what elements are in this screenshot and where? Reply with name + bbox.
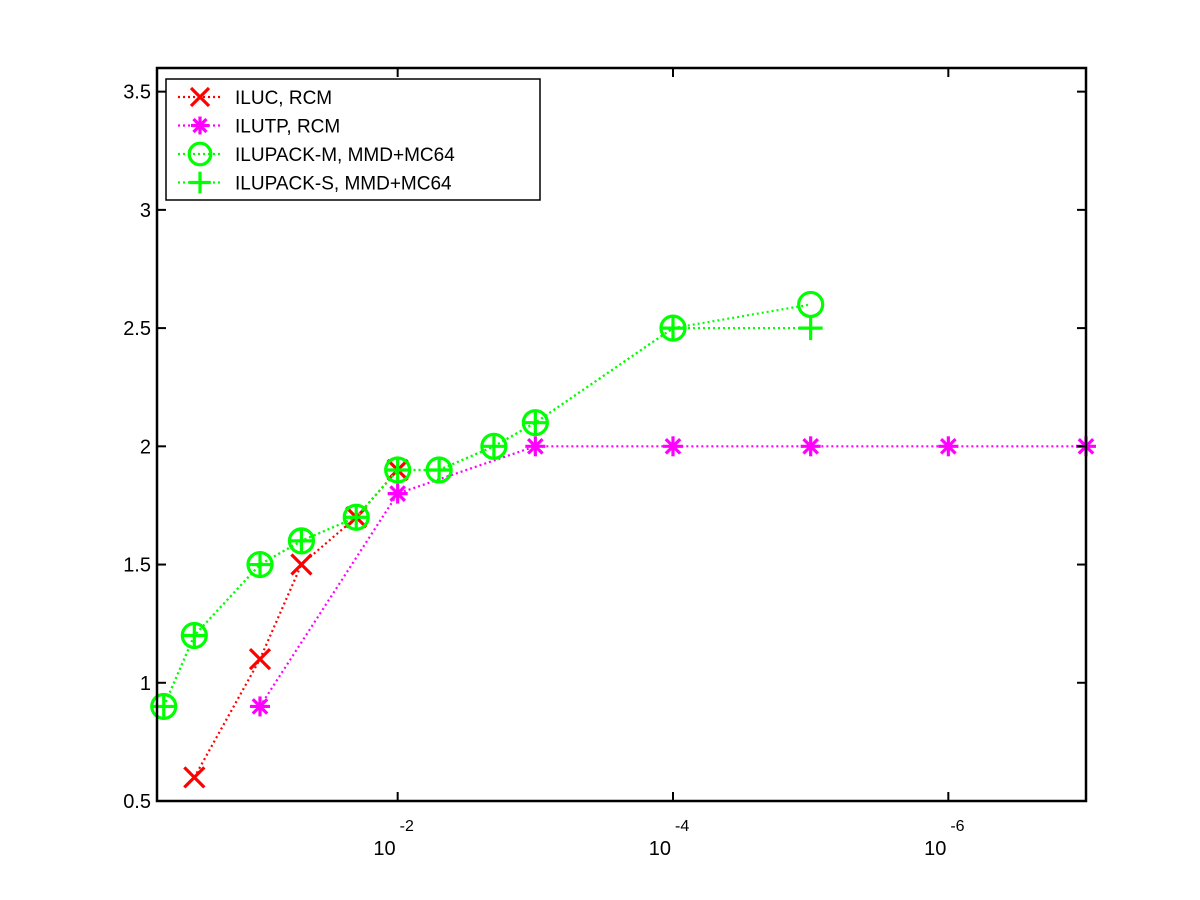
- series-4-point: [481, 434, 506, 459]
- legend-marker-4: [189, 171, 211, 194]
- legend-label-3: ILUPACK-M, MMD+MC64: [235, 145, 455, 166]
- x-tick-label-base: 10: [924, 838, 946, 860]
- legend-marker-3: [187, 141, 213, 167]
- x-tick-label-base: 10: [649, 838, 671, 860]
- series-2-point: [800, 436, 821, 457]
- y-tick-label: 3: [140, 200, 151, 222]
- legend: ILUC, RCM ILUTP, RCM ILUPACK-M, MMD+MC64 IL…: [165, 78, 541, 201]
- y-tick-label: 3.5: [123, 82, 151, 104]
- series-4-point: [344, 505, 369, 530]
- series-4-point: [248, 552, 273, 577]
- series-2-point: [663, 436, 684, 457]
- series-1-point: [290, 553, 313, 576]
- x-tick-label-exponent: -4: [675, 818, 689, 835]
- legend-label-4: ILUPACK-S, MMD+MC64: [235, 174, 452, 195]
- series-4-point: [798, 316, 823, 341]
- series-4-point: [661, 316, 686, 341]
- series-1-point: [183, 766, 206, 789]
- x-tick-label-exponent: -6: [950, 818, 964, 835]
- legend-box: [165, 78, 541, 201]
- legend-label-2: ILUTP, RCM: [235, 117, 340, 138]
- series-line-4: [162, 327, 811, 707]
- ticks-layer: 0.511.522.533.510-210-410-6: [123, 68, 1086, 860]
- legend-label-1: ILUC, RCM: [235, 88, 332, 109]
- series-1-point: [248, 647, 272, 671]
- series-4-point: [523, 410, 548, 435]
- series-2-point: [387, 483, 408, 504]
- series-4-point: [289, 528, 314, 553]
- series-2-point: [250, 696, 271, 717]
- series-4-point: [427, 457, 452, 482]
- y-tick-label: 2: [140, 436, 151, 458]
- y-tick-label: 1: [140, 673, 151, 695]
- legend-marker-2: [191, 116, 209, 135]
- series-line-1: [193, 469, 399, 778]
- series-2-point: [938, 436, 959, 457]
- axes-box: [155, 66, 1088, 803]
- x-tick-label-exponent: -2: [400, 818, 414, 835]
- y-tick-label: 2.5: [123, 318, 151, 340]
- series-4-point: [385, 457, 410, 482]
- series-4-point: [182, 623, 207, 648]
- y-tick-label: 1.5: [123, 555, 151, 577]
- series-2-point: [525, 436, 546, 457]
- x-tick-label-base: 10: [373, 838, 395, 860]
- y-tick-label: 0.5: [123, 791, 151, 813]
- legend-marker-1: [189, 86, 211, 108]
